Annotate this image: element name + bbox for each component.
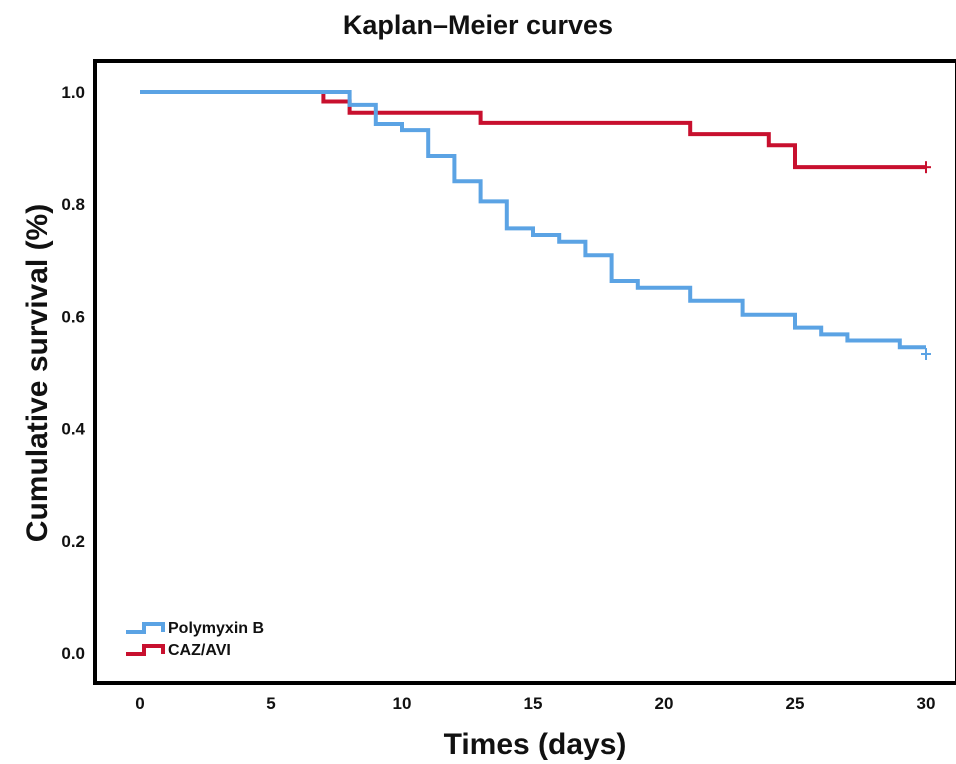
x-axis-ticks: 0 5 10 15 20 25 30 xyxy=(135,694,935,713)
legend-label: Polymyxin B xyxy=(168,620,264,637)
y-axis-label-text: Cumulative survival (%) xyxy=(21,203,54,543)
legend-swatch xyxy=(126,644,165,656)
legend-swatch xyxy=(126,622,165,634)
x-tick-label: 0 xyxy=(135,694,144,713)
series-line-caz-avi xyxy=(140,90,926,170)
x-axis-label: Times (days) xyxy=(443,728,627,761)
legend: Polymyxin B CAZ/AVI xyxy=(126,620,264,659)
legend-label: CAZ/AVI xyxy=(168,642,231,659)
censor-mark xyxy=(921,161,931,174)
y-tick-label: 0.4 xyxy=(61,420,85,439)
y-tick-label: 1.0 xyxy=(61,83,85,102)
chart-title: Kaplan–Meier curves xyxy=(342,10,614,40)
y-axis-ticks: 0.0 0.2 0.4 0.6 0.8 1.0 xyxy=(61,83,85,663)
series-line-polymyxin-b xyxy=(140,90,926,350)
y-tick-label: 0.0 xyxy=(61,644,85,663)
y-tick-label: 0.8 xyxy=(61,195,85,214)
x-tick-label: 30 xyxy=(917,694,936,713)
y-tick-label: 0.6 xyxy=(61,307,85,326)
x-tick-label: 10 xyxy=(393,694,412,713)
censor-mark xyxy=(921,347,931,360)
y-tick-label: 0.2 xyxy=(61,532,85,551)
series-layer xyxy=(140,90,931,360)
x-tick-label: 25 xyxy=(786,694,805,713)
x-tick-label: 5 xyxy=(266,694,275,713)
x-tick-label: 20 xyxy=(655,694,674,713)
x-tick-label: 15 xyxy=(524,694,543,713)
plot-frame xyxy=(93,59,956,685)
